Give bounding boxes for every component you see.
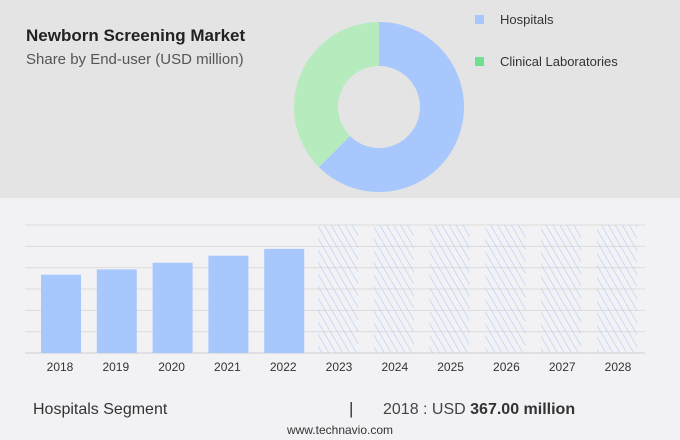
- x-tick-label: 2028: [605, 360, 632, 374]
- bar-2018: [41, 274, 81, 353]
- forecast-bar-2026: [485, 225, 526, 353]
- bar-2022: [264, 248, 305, 353]
- x-tick-label: 2025: [437, 360, 464, 374]
- segment-value: 2018 : USD 367.00 million: [383, 401, 575, 419]
- forecast-bar-2027: [541, 225, 582, 353]
- bar-2020: [152, 262, 193, 353]
- legend-label: Hospitals: [500, 12, 554, 27]
- forecast-bar-2025: [429, 225, 470, 353]
- separator: |: [349, 399, 354, 418]
- x-tick-label: 2022: [270, 360, 297, 374]
- x-tick-label: 2020: [158, 360, 185, 374]
- bar-2019: [96, 269, 137, 353]
- x-tick-label: 2024: [381, 360, 408, 374]
- x-tick-label: 2019: [102, 360, 129, 374]
- chart-subtitle: Share by End-user (USD million): [26, 51, 244, 68]
- x-tick-label: 2021: [214, 360, 241, 374]
- x-tick-label: 2026: [493, 360, 520, 374]
- x-tick-label: 2027: [549, 360, 576, 374]
- x-tick-label: 2023: [326, 360, 353, 374]
- segment-label: Hospitals Segment: [33, 401, 168, 418]
- legend-label: Clinical Laboratories: [500, 54, 618, 69]
- forecast-bar-2023: [318, 225, 358, 353]
- bar-2021: [208, 255, 249, 353]
- forecast-bar-2028: [597, 225, 637, 353]
- legend-swatch-hospitals: [475, 15, 484, 24]
- donut-slice-clinical-laboratories: [294, 22, 379, 168]
- value-amount: 367.00 million: [470, 401, 576, 418]
- legend-item-hospitals: Hospitals: [475, 12, 553, 27]
- donut-slice-hospitals: [318, 22, 465, 192]
- x-tick-label: 2018: [47, 360, 74, 374]
- forecast-bar-2024: [373, 225, 414, 353]
- chart-title: Newborn Screening Market: [26, 26, 246, 45]
- value-prefix: 2018 : USD: [383, 401, 471, 418]
- source-url: www.technavio.com: [286, 423, 394, 437]
- legend-item-clinical-laboratories: Clinical Laboratories: [475, 54, 618, 69]
- legend-swatch-clinical: [475, 57, 484, 66]
